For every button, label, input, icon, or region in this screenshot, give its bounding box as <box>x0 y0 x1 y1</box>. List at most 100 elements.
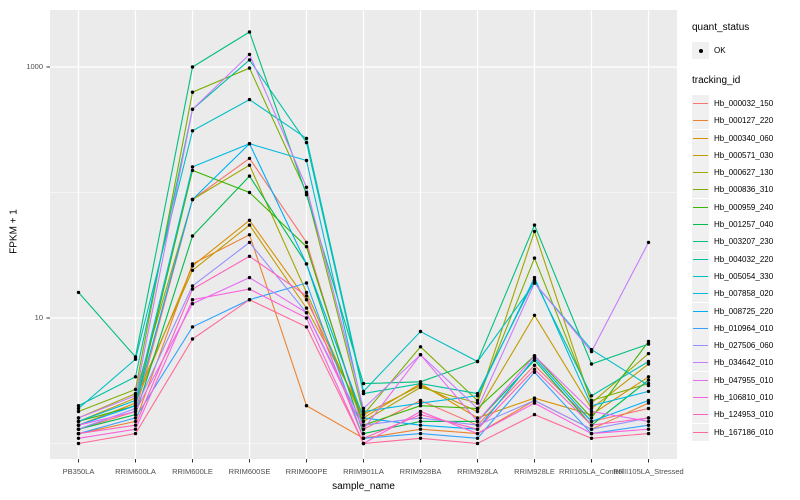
legend-entry-label: Hb_047955_010 <box>714 375 774 385</box>
data-point <box>190 168 195 173</box>
legend-title-tracking-id: tracking_id <box>692 75 741 86</box>
legend-entry: Hb_106810_010 <box>692 389 798 407</box>
data-point <box>532 396 537 400</box>
x-tick-label: RRIM600PE <box>285 467 328 476</box>
data-point <box>589 436 594 440</box>
data-point <box>589 349 594 354</box>
legend-key-box <box>692 267 709 285</box>
data-point <box>646 383 651 388</box>
data-point <box>361 427 366 431</box>
data-point <box>361 409 366 414</box>
x-tick-label: RRIM600LE <box>172 467 213 476</box>
data-point <box>361 416 366 420</box>
series-color-line-icon <box>693 431 708 433</box>
legend-entry: Hb_000959_240 <box>692 198 798 216</box>
data-point <box>589 362 594 366</box>
data-point <box>418 427 423 431</box>
x-tick-label: RRIM928LA <box>457 467 498 476</box>
data-point <box>190 165 195 169</box>
data-point <box>361 419 366 424</box>
legend-key-box <box>692 371 709 389</box>
x-tick-label: RRII105LA_Stressed <box>613 467 684 476</box>
data-point <box>418 409 423 414</box>
data-point <box>76 431 81 436</box>
data-point <box>361 412 366 417</box>
legend-key-box <box>692 181 709 199</box>
data-point <box>646 398 651 403</box>
legend-title-quant-status: quant_status <box>692 22 750 33</box>
legend-key-box <box>692 112 709 130</box>
legend-entry-ok: OK <box>692 42 798 59</box>
series-color-line-icon <box>693 414 708 416</box>
legend-key-box <box>692 198 709 216</box>
data-point <box>133 409 138 414</box>
data-point <box>76 419 81 424</box>
legend-entry: Hb_000571_030 <box>692 146 798 164</box>
data-point <box>646 389 651 394</box>
legend-entry: Hb_000836_310 <box>692 181 798 199</box>
data-point <box>589 419 594 424</box>
data-point <box>304 311 309 315</box>
legend-entry: Hb_034642_010 <box>692 354 798 372</box>
data-point <box>589 398 594 403</box>
x-tick-label: PB350LA <box>62 467 95 476</box>
data-point <box>133 387 138 392</box>
legend-entry-label: Hb_000340_060 <box>714 133 774 143</box>
data-point <box>133 416 138 420</box>
data-point <box>304 281 309 285</box>
legend-entry: Hb_000032_150 <box>692 95 798 112</box>
data-point <box>304 306 309 310</box>
data-point <box>133 406 138 411</box>
data-point <box>133 431 138 436</box>
data-point <box>646 362 651 366</box>
data-point <box>418 436 423 440</box>
data-point <box>76 406 81 411</box>
data-point <box>190 298 195 302</box>
data-point <box>247 190 252 195</box>
legend-key-box <box>692 285 709 303</box>
data-point <box>247 218 252 222</box>
data-point <box>646 359 651 364</box>
data-point <box>532 281 537 285</box>
legend-entry: Hb_167186_010 <box>692 423 798 441</box>
data-point <box>418 416 423 420</box>
legend-entry: Hb_010964_010 <box>692 319 798 337</box>
data-point <box>532 412 537 417</box>
data-point <box>133 412 138 417</box>
data-point <box>304 262 309 266</box>
data-point <box>247 30 252 34</box>
legend-entry-label: Hb_034642_010 <box>714 358 774 368</box>
legend-key-box <box>692 406 709 424</box>
data-point <box>646 406 651 411</box>
data-point <box>418 329 423 334</box>
legend-entry: Hb_007858_020 <box>692 285 798 303</box>
data-point <box>646 427 651 431</box>
data-point <box>418 423 423 427</box>
data-point <box>190 107 195 112</box>
data-point <box>133 423 138 427</box>
legend-entry-label: Hb_008725_220 <box>714 306 774 316</box>
data-point <box>475 398 480 403</box>
data-point <box>133 401 138 405</box>
legend-key-box <box>692 42 709 59</box>
y-tick-label: 10 <box>34 313 43 322</box>
data-point <box>304 158 309 163</box>
legend-key-box <box>692 337 709 355</box>
data-point <box>76 416 81 420</box>
data-point <box>475 409 480 414</box>
data-point <box>190 90 195 94</box>
data-point <box>76 427 81 431</box>
data-point <box>190 325 195 329</box>
data-point <box>475 436 480 440</box>
data-point <box>133 398 138 403</box>
series-color-line-icon <box>693 172 708 174</box>
series-color-line-icon <box>693 327 708 329</box>
data-point <box>247 287 252 291</box>
data-point <box>247 174 252 178</box>
legend: quant_status OK tracking_id Hb_000032_15… <box>692 22 798 441</box>
x-tick-label: RRIM928LE <box>514 467 555 476</box>
legend-key-box <box>692 129 709 147</box>
legend-key-box <box>692 423 709 441</box>
legend-entry-label: Hb_000959_240 <box>714 202 774 212</box>
data-point <box>646 419 651 424</box>
